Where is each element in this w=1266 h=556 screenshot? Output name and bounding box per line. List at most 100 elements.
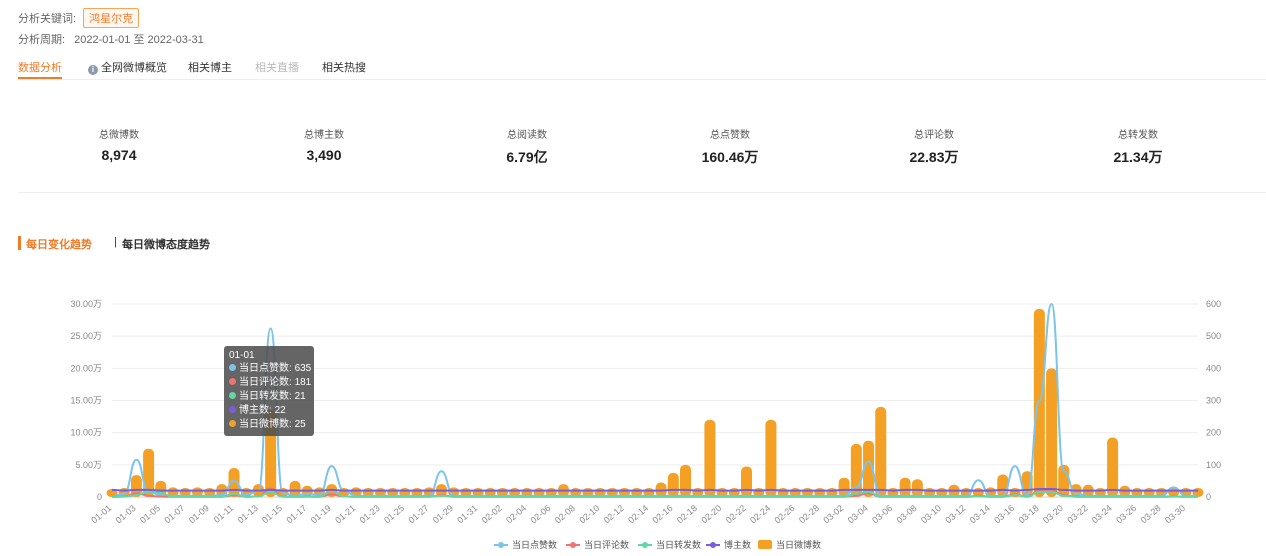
y-left-tick-label: 30.00万: [70, 299, 102, 309]
stat-total-posts: 总微博数 8,974: [49, 126, 189, 163]
tooltip-value: 22: [274, 405, 286, 416]
tooltip-row: 当日转发数: 21: [229, 390, 309, 404]
x-tick-label: 01-15: [260, 503, 284, 525]
x-tick-label: 02-02: [480, 503, 504, 525]
tab-data-analysis[interactable]: 数据分析: [18, 59, 62, 79]
x-tick-label: 02-08: [553, 503, 577, 525]
bar-weibo-count: [875, 406, 887, 497]
x-tick-label: 01-07: [162, 503, 186, 525]
x-tick-label: 02-06: [528, 503, 552, 525]
y-right-tick-label: 0: [1206, 492, 1211, 502]
legend-label: 当日评论数: [584, 539, 629, 550]
bar-weibo-count: [143, 448, 155, 497]
x-tick-label: 02-16: [651, 503, 675, 525]
x-tick-label: 01-11: [212, 503, 236, 525]
x-tick-label: 01-17: [284, 503, 308, 525]
series-line: [111, 489, 1198, 498]
x-tick-label: 01-21: [333, 503, 357, 525]
legend-swatch: [758, 540, 772, 549]
x-tick-label: 02-18: [675, 503, 699, 525]
tab-label: 相关直播: [255, 62, 299, 74]
y-left-tick-label: 15.00万: [70, 396, 102, 406]
period-label: 分析周期:: [18, 34, 66, 46]
x-tick-label: 02-22: [724, 503, 748, 525]
bar-weibo-count: [289, 480, 301, 497]
summary-stats: 总微博数 8,974 总博主数 3,490 总阅读数 6.79亿 总点赞数 16…: [18, 110, 1266, 193]
tab-related-hot-search[interactable]: 相关热搜: [322, 59, 366, 75]
x-tick-label: 01-19: [309, 503, 333, 525]
series-line: [111, 302, 1198, 498]
tab-label: 相关博主: [188, 62, 232, 74]
tab-related-live[interactable]: 相关直播: [255, 59, 299, 75]
bar-weibo-count: [667, 472, 679, 497]
x-tick-label: 01-03: [114, 503, 138, 525]
y-left-tick-label: 20.00万: [70, 363, 102, 373]
daily-trend-chart: 0 5.00万 10.00万 15.00万 20.00万 25.00万 30.00万 0 100…: [70, 299, 1221, 550]
tab-related-bloggers[interactable]: 相关博主: [188, 59, 232, 75]
tooltip-title: 01-01: [229, 350, 255, 361]
tab-daily-attitude-trend[interactable]: 每日微博态度趋势: [122, 239, 210, 251]
x-tick-label: 03-22: [1065, 503, 1089, 525]
stat-value: 160.46万: [701, 149, 759, 165]
y-left-tick-label: 10.00万: [70, 428, 102, 438]
y-left-tick-label: 25.00万: [70, 331, 102, 341]
x-tick-label: 01-09: [187, 503, 211, 525]
legend-swatch: [642, 542, 648, 548]
y-left-tick-label: 0: [97, 492, 102, 502]
tooltip-label: 当日点赞数: [239, 363, 289, 374]
legend-label: 博主数: [724, 539, 751, 550]
stat-label: 总转发数: [1118, 130, 1158, 141]
tooltip-value: 181: [294, 377, 312, 388]
tab-label: 相关热搜: [322, 62, 366, 74]
x-tick-label: 03-20: [1041, 503, 1065, 525]
stat-total-reposts: 总转发数 21.34万: [1068, 126, 1208, 167]
tooltip-value: 635: [294, 363, 312, 374]
stat-value: 22.83万: [909, 149, 959, 165]
x-tick-label: 01-23: [358, 503, 382, 525]
x-tick-label: 01-27: [406, 503, 430, 525]
y-left-tick-label: 5.00万: [75, 460, 102, 470]
tooltip-row: 当日微博数: 25: [229, 418, 309, 432]
tooltip-label: 当日微博数: [239, 419, 289, 430]
legend-label: 当日点赞数: [512, 539, 557, 550]
tooltip-label: 当日转发数: [239, 391, 289, 402]
stat-label: 总点赞数: [710, 130, 750, 141]
stat-total-likes: 总点赞数 160.46万: [660, 126, 800, 167]
x-tick-label: 03-06: [870, 503, 894, 525]
bar-weibo-count: [863, 440, 875, 497]
x-tick-label: 03-30: [1163, 503, 1187, 525]
x-tick-label: 03-14: [968, 503, 992, 525]
keyword-tag[interactable]: 鸿星尔克: [83, 8, 140, 28]
x-tick-label: 03-10: [919, 503, 943, 525]
stat-value: 8,974: [101, 147, 137, 163]
legend-dot-icon: [229, 392, 236, 399]
tooltip-value: 21: [294, 391, 306, 402]
keyword-label: 分析关键词:: [18, 13, 77, 25]
x-tick-label: 01-31: [455, 503, 479, 525]
series-line: [111, 487, 1198, 492]
tooltip-row: 博主数: 22: [229, 404, 309, 418]
x-tick-label: 02-26: [773, 503, 797, 525]
bar-weibo-count: [1033, 308, 1045, 497]
legend-swatch: [570, 542, 576, 548]
tab-daily-trend[interactable]: 每日变化趋势: [26, 239, 92, 251]
x-tick-label: 01-29: [431, 503, 455, 525]
legend-dot-icon: [229, 364, 236, 371]
stat-total-bloggers: 总博主数 3,490: [254, 126, 394, 163]
x-tick-label: 01-13: [236, 503, 260, 525]
x-tick-label: 01-01: [89, 503, 113, 525]
x-tick-label: 02-14: [626, 503, 650, 525]
bar-weibo-count: [899, 477, 911, 497]
tab-weibo-overview[interactable]: i 全网微博概览: [88, 59, 167, 75]
section-accent-bar: [18, 236, 21, 250]
bar-weibo-count: [765, 419, 777, 497]
x-tick-label: 01-25: [382, 503, 406, 525]
bar-weibo-count: [838, 477, 850, 497]
keyword-row: 分析关键词: 鸿星尔克: [18, 8, 140, 28]
info-icon: i: [88, 65, 98, 75]
bar-weibo-count: [1058, 464, 1070, 497]
x-tick-label: 03-02: [821, 503, 845, 525]
x-tick-label: 03-04: [846, 503, 870, 525]
bar-weibo-count: [997, 474, 1009, 497]
x-tick-label: 01-05: [138, 503, 162, 525]
